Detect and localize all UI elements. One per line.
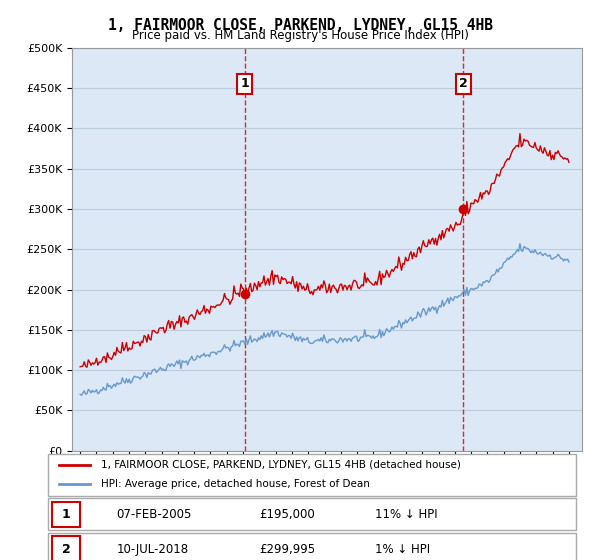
FancyBboxPatch shape [52, 536, 80, 560]
FancyBboxPatch shape [48, 498, 576, 530]
FancyBboxPatch shape [48, 533, 576, 560]
Text: 10-JUL-2018: 10-JUL-2018 [116, 543, 189, 556]
Text: 1: 1 [62, 508, 70, 521]
Text: 1, FAIRMOOR CLOSE, PARKEND, LYDNEY, GL15 4HB: 1, FAIRMOOR CLOSE, PARKEND, LYDNEY, GL15… [107, 18, 493, 33]
Text: 2: 2 [459, 77, 468, 90]
Text: £299,995: £299,995 [259, 543, 316, 556]
Text: 1% ↓ HPI: 1% ↓ HPI [376, 543, 430, 556]
Text: Price paid vs. HM Land Registry's House Price Index (HPI): Price paid vs. HM Land Registry's House … [131, 29, 469, 42]
FancyBboxPatch shape [52, 502, 80, 527]
Text: 2: 2 [62, 543, 70, 556]
Text: 07-FEB-2005: 07-FEB-2005 [116, 508, 192, 521]
Text: HPI: Average price, detached house, Forest of Dean: HPI: Average price, detached house, Fore… [101, 479, 370, 489]
Text: 11% ↓ HPI: 11% ↓ HPI [376, 508, 438, 521]
Text: 1: 1 [241, 77, 249, 90]
Text: £195,000: £195,000 [259, 508, 315, 521]
FancyBboxPatch shape [48, 454, 576, 496]
Text: 1, FAIRMOOR CLOSE, PARKEND, LYDNEY, GL15 4HB (detached house): 1, FAIRMOOR CLOSE, PARKEND, LYDNEY, GL15… [101, 460, 461, 470]
